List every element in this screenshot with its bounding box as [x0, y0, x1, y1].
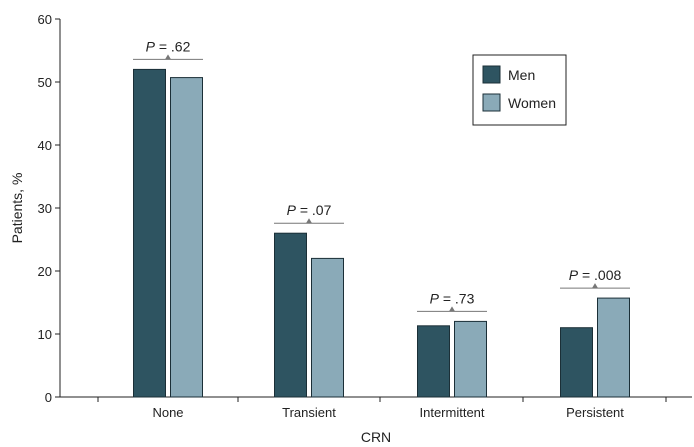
bar-women-persistent	[597, 297, 630, 398]
x-tick-label: Intermittent	[419, 405, 484, 420]
y-tick-label: 10	[38, 327, 52, 342]
p-value-label: P = .07	[287, 202, 332, 218]
p-value-marker-icon	[592, 283, 598, 289]
x-tick-label: None	[152, 405, 183, 420]
legend-swatch-women	[482, 93, 501, 112]
axes: 0 10 20 30 40 50 60 None Transient Intermittent Pe…	[9, 12, 692, 445]
legend-label-men: Men	[508, 67, 535, 83]
y-axis-title: Patients, %	[9, 173, 25, 244]
y-tick-label: 40	[38, 138, 52, 153]
legend-label-women: Women	[508, 95, 556, 111]
y-tick-label: 60	[38, 12, 52, 27]
p-value-label: P = .008	[569, 267, 622, 283]
y-tick-label: 20	[38, 264, 52, 279]
legend-swatch-men	[482, 65, 501, 84]
bar-women-intermittent	[454, 320, 487, 398]
bar-men-intermittent	[417, 325, 450, 398]
x-axis-title: CRN	[361, 429, 391, 445]
p-value-marker-icon	[449, 306, 455, 312]
y-tick-label: 30	[38, 201, 52, 216]
p-value-label: P = .62	[146, 38, 191, 54]
bars	[133, 68, 630, 398]
y-tick-label: 50	[38, 75, 52, 90]
p-value-marker-icon	[306, 218, 312, 224]
p-value-marker-icon	[165, 54, 171, 60]
y-tick-label: 0	[45, 390, 52, 405]
p-value-label: P = .73	[430, 290, 475, 306]
p-value-annotations: P = .62 P = .07 P = .73 P = .008	[133, 38, 630, 312]
bar-men-transient	[274, 232, 307, 398]
bar-men-none	[133, 68, 166, 398]
bar-women-transient	[311, 257, 344, 398]
bar-women-none	[170, 77, 203, 398]
x-tick-label: Transient	[282, 405, 336, 420]
bar-men-persistent	[560, 327, 593, 398]
x-tick-label: Persistent	[566, 405, 624, 420]
legend: Men Women	[472, 54, 567, 126]
